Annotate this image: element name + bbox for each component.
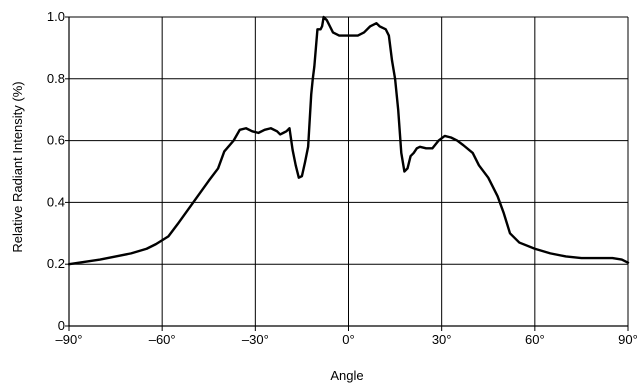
x-tick-label: 90° [618, 332, 637, 347]
series-layer [67, 15, 630, 266]
x-tick-label: –90° [56, 332, 83, 347]
y-tick-label: 0.4 [47, 194, 65, 209]
x-tick-label: 60° [525, 332, 545, 347]
tick-layer: –90° –60° –30° 0° 30° 60° 90° 0 0.2 0.4 0.6 0.8 1.0 [47, 9, 637, 347]
y-tick-label: 0.2 [47, 256, 65, 271]
x-tick-label: 0° [342, 332, 354, 347]
intensity-curve [67, 15, 630, 266]
y-tick-label: 0 [58, 318, 65, 333]
y-axis-title: Relative Radiant Intensity (%) [10, 81, 25, 252]
x-axis-title: Angle [330, 368, 363, 383]
grid-layer [69, 16, 628, 326]
y-tick-label: 0.8 [47, 71, 65, 86]
x-tick-label: 30° [432, 332, 452, 347]
x-tick-label: –30° [242, 332, 269, 347]
x-tick-label: –60° [149, 332, 176, 347]
y-tick-label: 0.6 [47, 133, 65, 148]
y-tick-label: 1.0 [47, 9, 65, 24]
